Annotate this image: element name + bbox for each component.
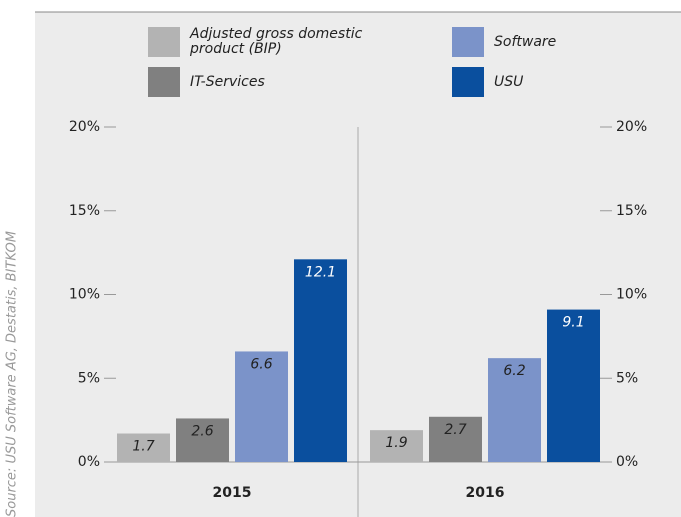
- legend-item: Adjusted gross domestic product (BIP): [148, 27, 380, 57]
- value-label: 9.1: [562, 315, 584, 331]
- bar: [176, 418, 229, 462]
- value-label: 6.6: [250, 356, 272, 372]
- legend-label: USU: [494, 73, 524, 90]
- y-tick-label: 0%: [78, 454, 100, 470]
- y-tick-label: 15%: [69, 203, 100, 219]
- legend-label: Adjusted gross domestic product (BIP): [190, 26, 363, 57]
- legend-label: Software: [494, 33, 557, 50]
- x-tick-label: 2016: [466, 485, 505, 501]
- value-label: 1.7: [132, 439, 154, 455]
- x-tick-label: 2015: [213, 485, 252, 501]
- y-tick-label: 5%: [78, 370, 100, 386]
- legend-swatch: [452, 27, 484, 57]
- value-label: 2.6: [191, 423, 213, 439]
- bar: [488, 358, 541, 462]
- value-label: 12.1: [305, 264, 336, 280]
- y2-tick-label: 5%: [616, 370, 638, 386]
- y-tick-label: 10%: [69, 287, 100, 303]
- y2-tick-label: 15%: [616, 203, 647, 219]
- y-tick-label: 20%: [69, 119, 100, 135]
- bar: [117, 433, 170, 462]
- bar: [370, 430, 423, 462]
- source-note: Source: USU Software AG, Destatis, BITKO…: [5, 231, 20, 517]
- legend-item: IT-Services: [148, 67, 380, 97]
- bar: [294, 259, 347, 462]
- y2-tick-label: 0%: [616, 454, 638, 470]
- bar: [429, 416, 482, 462]
- legend-swatch: [148, 67, 180, 97]
- legend-swatch: [452, 67, 484, 97]
- bar: [235, 351, 288, 462]
- legend-item: Software: [452, 27, 681, 57]
- legend-swatch: [148, 27, 180, 57]
- bar: [547, 309, 600, 462]
- value-label: 6.2: [503, 363, 525, 379]
- y2-tick-label: 20%: [616, 119, 647, 135]
- y2-tick-label: 10%: [616, 287, 647, 303]
- value-label: 2.7: [444, 422, 466, 438]
- legend-label: IT-Services: [190, 73, 265, 90]
- legend-item: USU: [452, 67, 681, 97]
- value-label: 1.9: [385, 435, 407, 451]
